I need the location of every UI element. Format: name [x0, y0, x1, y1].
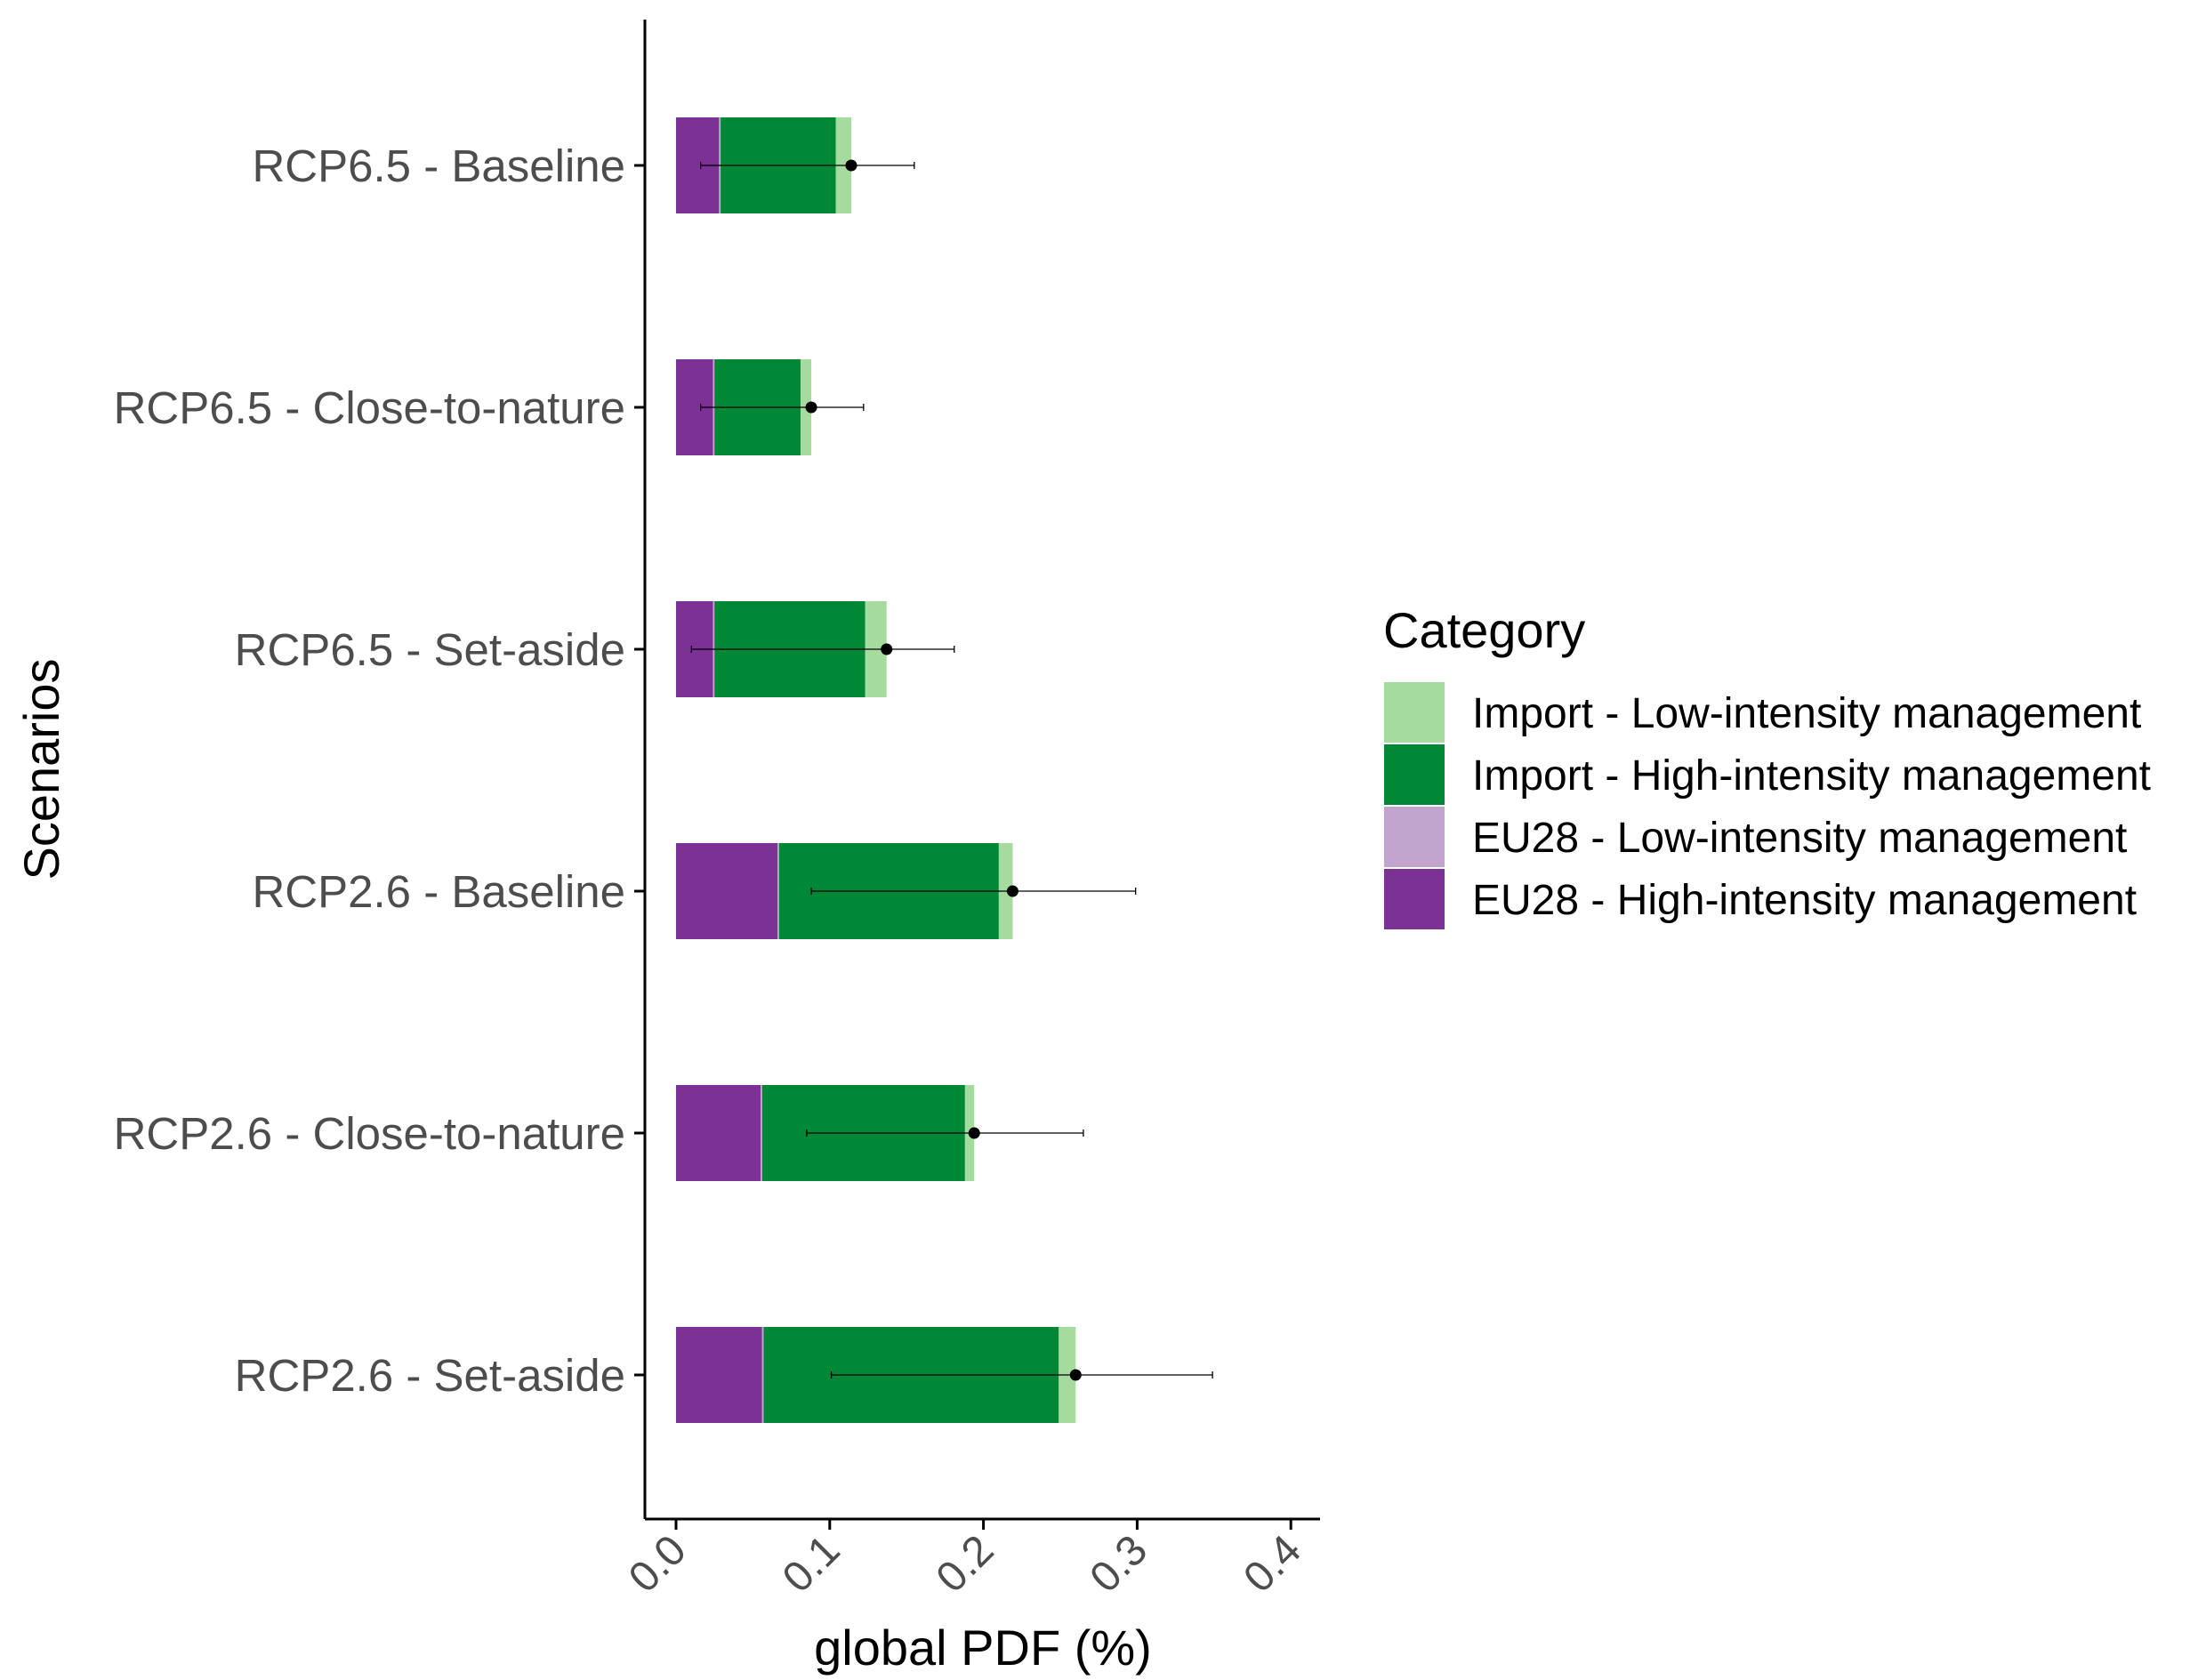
legend-label: EU28 - High-intensity management: [1472, 877, 2137, 924]
legend-key: [1382, 743, 1446, 807]
x-axis-title: global PDF (%): [814, 1620, 1152, 1676]
y-category-label: RCP2.6 - Baseline: [252, 866, 625, 917]
legend-label: EU28 - Low-intensity management: [1472, 815, 2127, 862]
y-category-label: RCP2.6 - Close-to-nature: [114, 1108, 625, 1159]
y-axis-title: Scenarios: [13, 658, 69, 880]
x-tick-label: 0.4: [1235, 1526, 1310, 1602]
axes-group: [634, 20, 1320, 1530]
x-tick-labels: 0.0 0.1 0.2 0.3 0.4: [620, 1526, 1310, 1602]
bar-segment: [761, 1085, 762, 1181]
bar-segment: [777, 843, 779, 939]
legend-title: Category: [1383, 602, 1585, 658]
total-point: [881, 643, 893, 655]
bar-segment: [676, 1085, 761, 1181]
total-point: [968, 1127, 980, 1139]
legend: Category Import - Low-intensity manageme…: [1382, 602, 2151, 931]
y-category-label: RCP6.5 - Set-aside: [235, 624, 625, 675]
bar-segment: [676, 1327, 762, 1423]
error-bars-group: [690, 159, 1213, 1381]
bar-segment: [676, 843, 778, 939]
y-category-label: RCP6.5 - Baseline: [252, 141, 625, 191]
legend-label: Import - Low-intensity management: [1472, 690, 2141, 737]
legend-key: [1382, 680, 1446, 744]
x-tick-label: 0.1: [774, 1526, 849, 1602]
legend-key: [1382, 867, 1446, 931]
bars-group: [676, 117, 1076, 1423]
x-tick-label: 0.0: [620, 1526, 696, 1602]
total-point: [1006, 885, 1018, 897]
total-point: [1069, 1369, 1082, 1381]
y-category-labels: RCP6.5 - Baseline RCP6.5 - Close-to-natur…: [114, 141, 625, 1401]
x-tick-label: 0.2: [928, 1526, 1003, 1602]
bar-segment: [761, 1327, 764, 1423]
total-point: [805, 401, 817, 414]
y-category-label: RCP2.6 - Set-aside: [235, 1350, 625, 1401]
total-point: [845, 159, 857, 172]
x-tick-label: 0.3: [1082, 1526, 1157, 1602]
legend-key: [1382, 805, 1446, 869]
legend-label: Import - High-intensity management: [1472, 752, 2151, 800]
y-category-label: RCP6.5 - Close-to-nature: [114, 382, 625, 433]
